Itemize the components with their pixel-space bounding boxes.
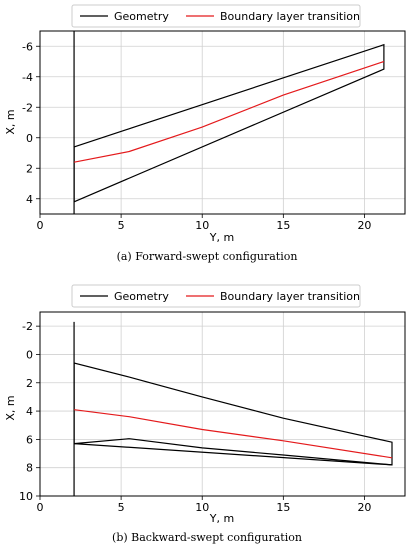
legend-label-geometry-b: Geometry <box>114 290 169 303</box>
y-tick-label-b: 8 <box>26 462 33 475</box>
caption-b: (b) Backward-swept configuration <box>112 531 302 544</box>
transition-line-b <box>74 409 393 459</box>
x-tick-label-b: 0 <box>37 501 44 514</box>
legend-label-geometry-a: Geometry <box>114 10 169 23</box>
panel-backward-swept: Geometry Boundary layer transition 0 5 10 1… <box>4 284 406 544</box>
panel-forward-swept: Geometry Boundary layer transition 0 5 10 1… <box>4 4 406 263</box>
legend-box-a <box>71 4 361 28</box>
legend-label-transition-a: Boundary layer transition <box>220 10 360 23</box>
x-ticks-a: 0 5 10 15 20 <box>37 214 371 232</box>
y-tick-label-a: 2 <box>26 162 33 175</box>
x-tick-label-b: 15 <box>276 501 290 514</box>
y-tick-label-b: 2 <box>26 377 33 390</box>
x-tick-label-b: 5 <box>118 501 125 514</box>
y-tick-label-b: -2 <box>22 320 33 333</box>
legend-label-transition-b: Boundary layer transition <box>220 290 360 303</box>
x-axis-label-b: Y, m <box>209 512 234 525</box>
x-axis-label-a: Y, m <box>209 231 234 244</box>
geometry-line-b <box>73 362 393 466</box>
y-tick-label-b: 0 <box>26 348 33 361</box>
y-tick-label-a: 4 <box>26 193 33 206</box>
plot-frame-b <box>39 311 406 497</box>
x-tick-label-a: 20 <box>357 219 371 232</box>
y-ticks-b: -2 0 2 4 6 8 10 <box>19 320 40 503</box>
geometry-line-a <box>73 43 385 203</box>
x-tick-label-a: 5 <box>118 219 125 232</box>
geometry-trailing-edge-b <box>74 438 393 466</box>
y-tick-label-a: -4 <box>22 71 33 84</box>
x-tick-label-a: 15 <box>276 219 290 232</box>
x-tick-label-a: 10 <box>195 219 209 232</box>
plot-frame-a <box>39 30 406 215</box>
y-tick-label-a: -2 <box>22 101 33 114</box>
y-tick-label-b: 10 <box>19 490 33 503</box>
caption-a: (a) Forward-swept configuration <box>117 250 298 263</box>
y-tick-label-a: -6 <box>22 40 33 53</box>
x-tick-label-b: 10 <box>195 501 209 514</box>
legend-box-b <box>71 284 361 308</box>
y-tick-label-b: 4 <box>26 405 33 418</box>
x-tick-label-a: 0 <box>37 219 44 232</box>
y-axis-label-a: X, m <box>4 109 17 134</box>
grid-b <box>39 312 405 497</box>
y-axis-label-b: X, m <box>4 395 17 420</box>
x-tick-label-b: 20 <box>357 501 371 514</box>
y-tick-label-b: 6 <box>26 433 33 446</box>
grid-a <box>39 31 405 214</box>
y-ticks-a: -6 -4 -2 0 2 4 <box>22 40 40 206</box>
series-a <box>73 31 385 214</box>
series-b <box>73 321 393 496</box>
x-ticks-b: 0 5 10 15 20 <box>37 496 371 514</box>
transition-line-a <box>73 60 385 163</box>
y-tick-label-a: 0 <box>26 132 33 145</box>
